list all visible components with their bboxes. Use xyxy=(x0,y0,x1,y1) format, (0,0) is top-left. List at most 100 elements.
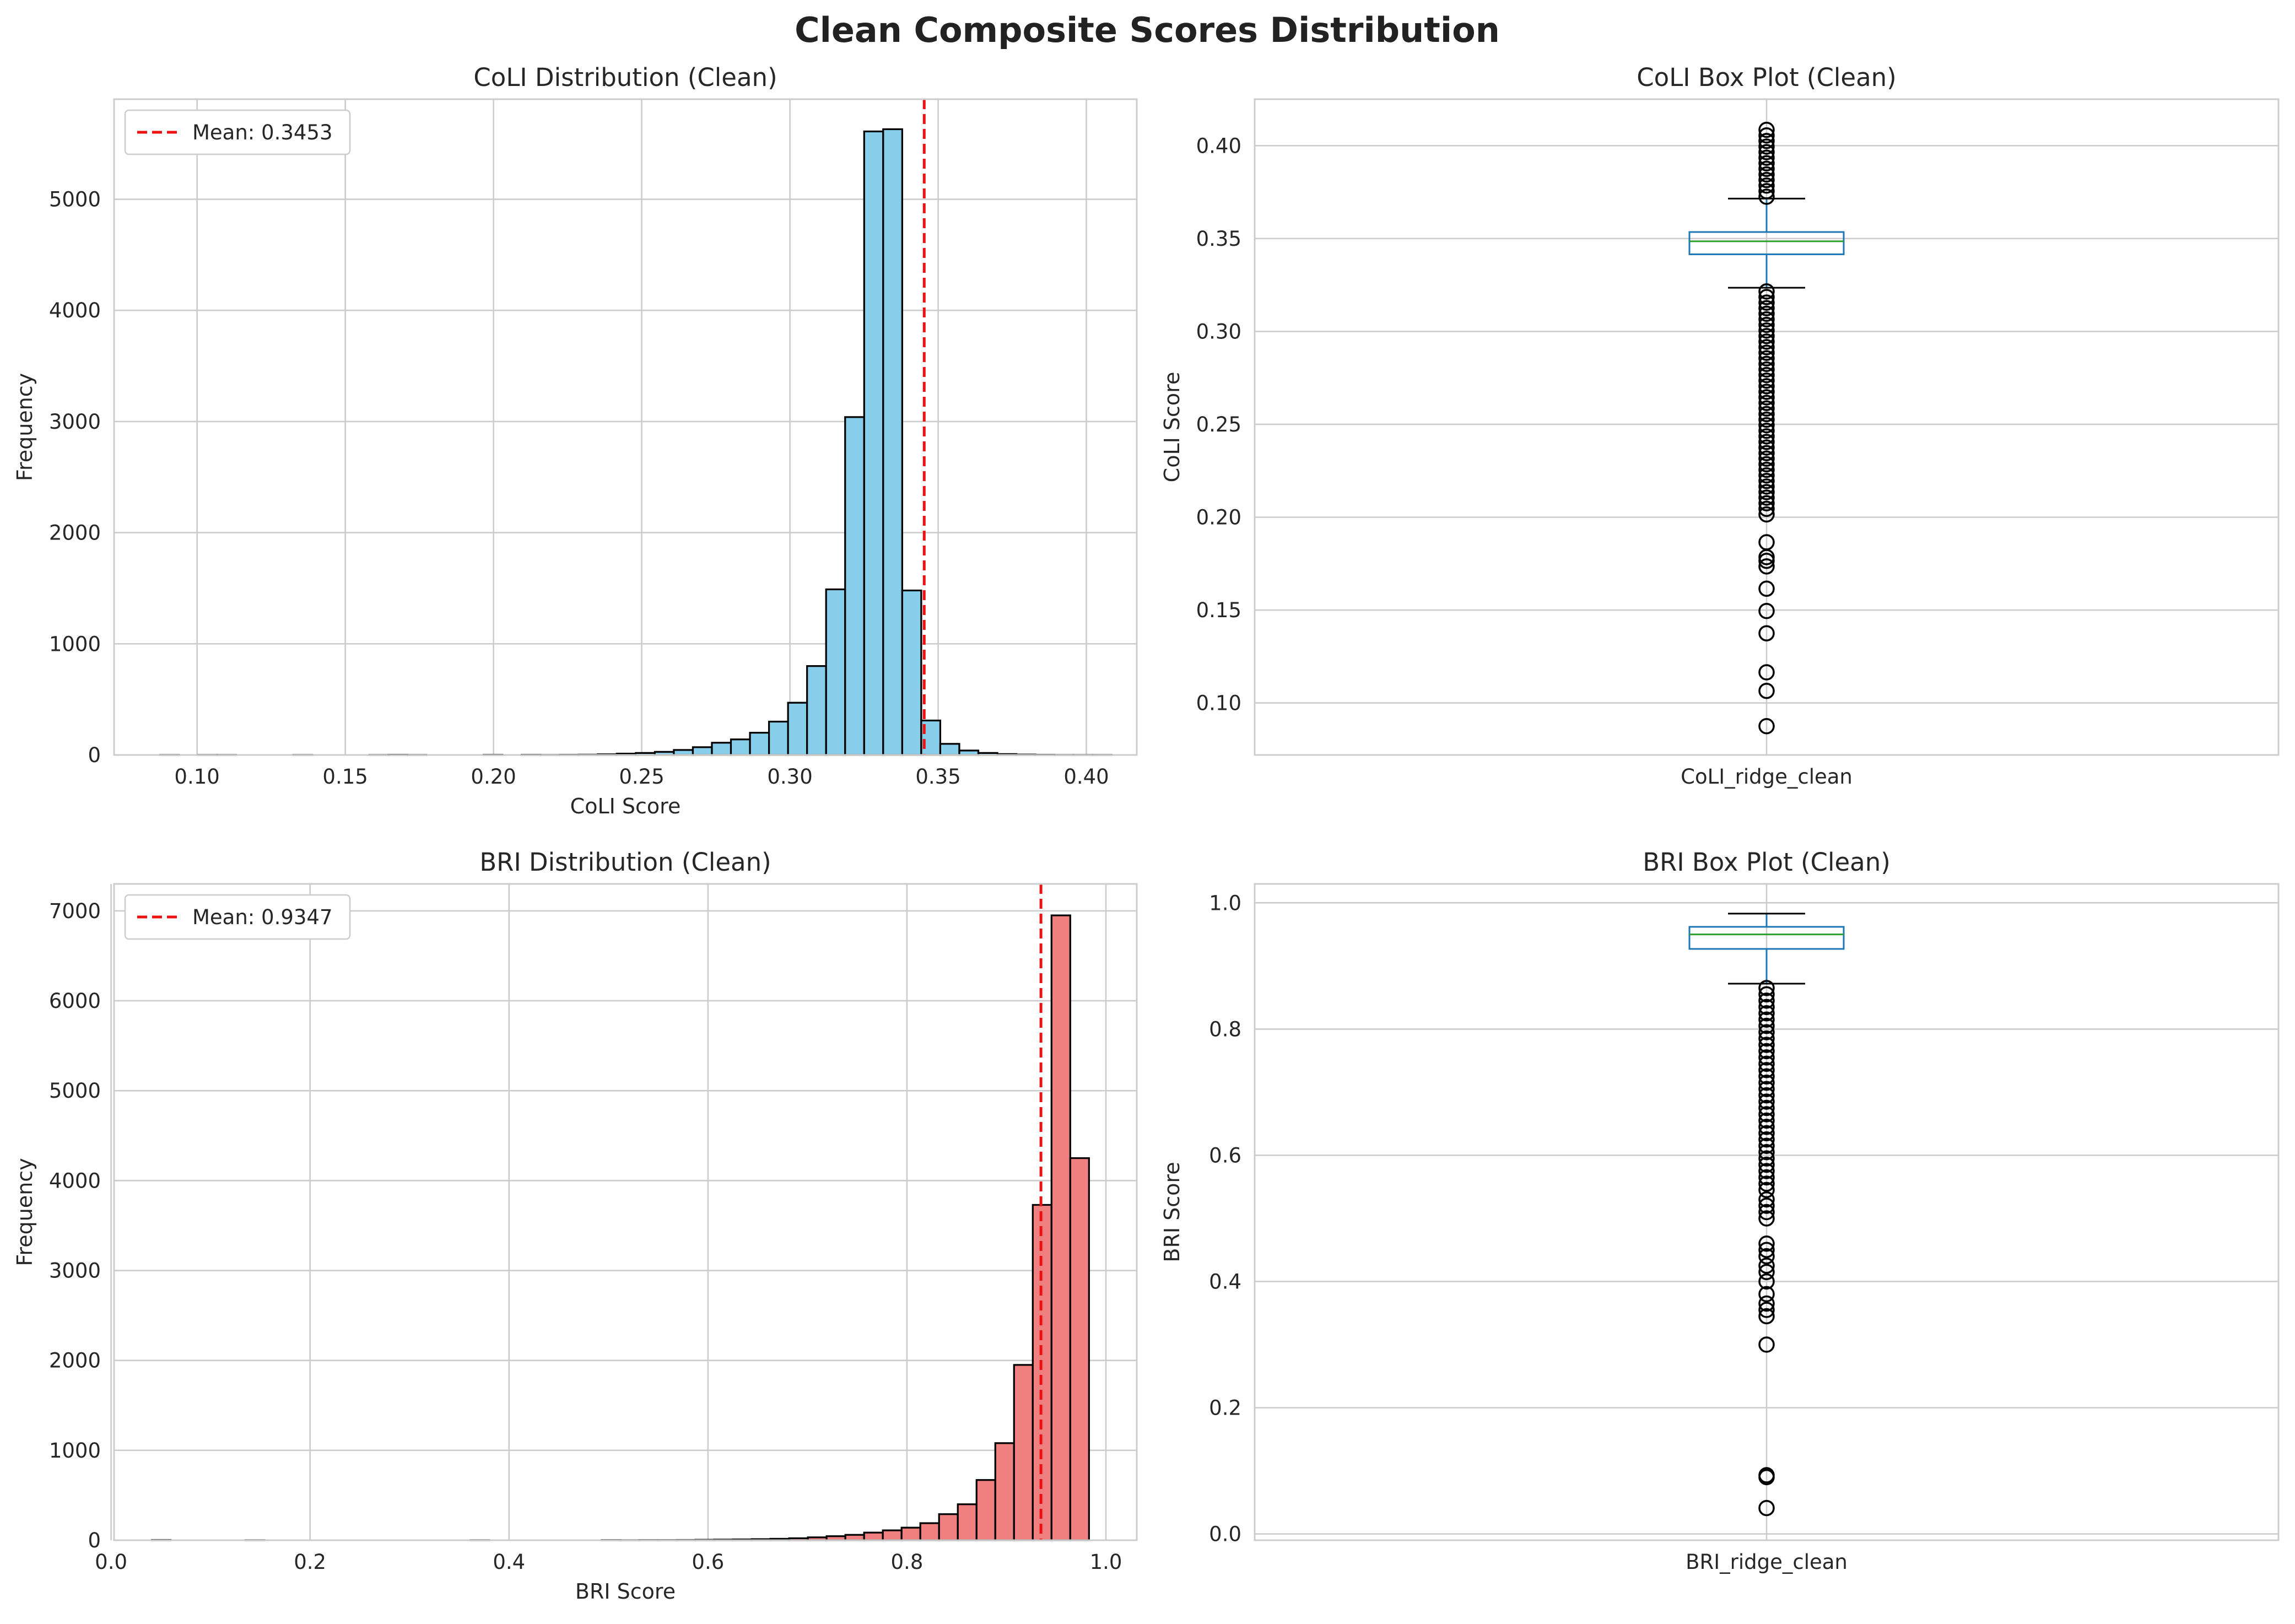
coli-boxplot-outlier-point xyxy=(1758,625,1775,641)
coli-histogram-panel: 0 1000 2000 3000 4000 5000 0.10 0.15 0.20 0.25 0.3… xyxy=(13,63,1138,818)
bri-boxplot-outlier-point xyxy=(1758,1467,1775,1483)
coli-boxplot-outlier-point xyxy=(1758,350,1775,367)
bri-histogram-xtick-label: 0.8 xyxy=(891,1550,924,1574)
coli-boxplot-outlier-point xyxy=(1758,171,1775,188)
bri-histogram-ytick-label: 2000 xyxy=(49,1349,101,1373)
coli-boxplot-outlier-point xyxy=(1758,580,1775,597)
coli-histogram-ytick-label: 4000 xyxy=(49,299,101,322)
bri-boxplot-outlier-point xyxy=(1758,1024,1775,1040)
bri-boxplot-ytick-label: 0.0 xyxy=(1209,1523,1241,1546)
coli-boxplot-outlier-point xyxy=(1758,133,1775,149)
bri-boxplot-ylabel: BRI Score xyxy=(1160,1162,1184,1262)
coli-boxplot-outlier-point xyxy=(1758,484,1775,500)
coli-boxplot-ytick-label: 0.40 xyxy=(1196,134,1241,158)
coli-histogram-xtick-label: 0.30 xyxy=(767,765,812,789)
bri-mean-legend-label: Mean: 0.9347 xyxy=(192,905,333,929)
bri-boxplot-outlier-point xyxy=(1758,1264,1775,1281)
bri-boxplot-ytick-label: 0.4 xyxy=(1209,1270,1241,1293)
coli-histogram-title: CoLI Distribution (Clean) xyxy=(473,63,777,92)
coli-boxplot-outlier-point xyxy=(1758,166,1775,183)
coli-boxplot-iqr-box xyxy=(1688,231,1845,255)
coli-boxplot-outlier-point xyxy=(1758,422,1775,439)
coli-boxplot-outlier-point xyxy=(1758,602,1775,619)
bri-boxplot-frame xyxy=(1254,883,2280,1541)
coli-boxplot-outlier-point xyxy=(1758,300,1775,316)
coli-boxplot-outlier-point xyxy=(1758,366,1775,384)
coli-histogram-bar xyxy=(901,589,922,756)
coli-boxplot-panel: 0.10 0.15 0.20 0.25 0.30 0.35 0.40 CoLI Box Pl… xyxy=(1160,63,2280,789)
bri-boxplot-outlier-point xyxy=(1758,999,1775,1016)
coli-mean-legend-label: Mean: 0.3453 xyxy=(192,121,333,144)
bri-boxplot-panel: 0.00.20.40.60.81.0 BRI Box Plot (Clean) … xyxy=(1160,848,2280,1574)
bri-histogram-ytick-label: 3000 xyxy=(49,1259,101,1283)
bri-boxplot-outlier-point xyxy=(1758,1017,1775,1034)
coli-boxplot-outlier-point xyxy=(1758,445,1775,461)
coli-histogram-ytick-label: 0 xyxy=(88,743,101,767)
coli-histogram-bar xyxy=(825,588,846,756)
bri-boxplot-ytick-label: 0.6 xyxy=(1209,1143,1241,1167)
coli-boxplot-outlier-point xyxy=(1758,361,1775,378)
bri-boxplot-outlier-point xyxy=(1758,1242,1775,1258)
bri-histogram-frame xyxy=(113,883,1138,1541)
coli-boxplot-outlier-point xyxy=(1758,177,1775,194)
bri-boxplot-outlier-point xyxy=(1758,1093,1775,1110)
coli-boxplot-outlier-point xyxy=(1758,439,1775,456)
bri-histogram-ytick-label: 0 xyxy=(88,1529,101,1552)
coli-boxplot-ytick-label: 0.30 xyxy=(1196,320,1241,343)
coli-boxplot-outlier-point xyxy=(1758,495,1775,511)
coli-histogram-xtick-label: 0.35 xyxy=(915,765,960,789)
bri-boxplot-outlier-point xyxy=(1758,1169,1775,1186)
bri-histogram-ytick-label: 7000 xyxy=(49,899,101,923)
bri-boxplot-outlier-point xyxy=(1758,1286,1775,1303)
coli-boxplot-outlier-point xyxy=(1758,305,1775,322)
bri-boxplot-outlier-point xyxy=(1758,1308,1775,1325)
coli-boxplot-outlier-point xyxy=(1758,149,1775,166)
coli-histogram-bar xyxy=(711,742,732,756)
coli-boxplot-outlier-point xyxy=(1758,138,1775,155)
bri-boxplot-outlier-point xyxy=(1758,1125,1775,1142)
coli-boxplot-outlier-point xyxy=(1758,389,1775,406)
bri-histogram-bar xyxy=(938,1513,959,1541)
coli-histogram-bar xyxy=(730,738,751,756)
coli-boxplot-outlier-point xyxy=(1758,395,1775,411)
coli-histogram-xtick-label: 0.10 xyxy=(174,765,219,789)
coli-boxplot-outlier-point xyxy=(1758,294,1775,311)
bri-boxplot-outlier-point xyxy=(1758,1074,1775,1091)
coli-boxplot-outlier-point xyxy=(1758,682,1775,699)
bri-boxplot-outlier-point xyxy=(1758,1030,1775,1047)
bri-boxplot-outlier-point xyxy=(1758,1302,1775,1318)
coli-boxplot-title: CoLI Box Plot (Clean) xyxy=(1637,63,1897,92)
coli-histogram-xtick-label: 0.25 xyxy=(619,765,664,789)
coli-boxplot-outlier-point xyxy=(1758,328,1775,344)
coli-boxplot-outlier-point xyxy=(1758,155,1775,172)
coli-histogram-xtick-label: 0.20 xyxy=(471,765,516,789)
bri-boxplot-outlier-point xyxy=(1758,1181,1775,1199)
bri-histogram-xlabel: BRI Score xyxy=(575,1579,676,1604)
coli-histogram-bar xyxy=(806,665,827,756)
bri-histogram-bar xyxy=(1032,1204,1052,1541)
coli-boxplot-outlier-point xyxy=(1758,434,1775,450)
bri-boxplot-outlier-point xyxy=(1758,1062,1775,1078)
coli-boxplot-ytick-label: 0.15 xyxy=(1196,598,1241,622)
bri-boxplot-outlier-point xyxy=(1758,1156,1775,1173)
bri-boxplot-outlier-point xyxy=(1758,1295,1775,1312)
bri-histogram-bar xyxy=(900,1526,921,1541)
coli-histogram-bar xyxy=(749,732,770,756)
bri-boxplot-outlier-point xyxy=(1758,1112,1775,1129)
bri-boxplot-outlier-point xyxy=(1758,1163,1775,1179)
bri-boxplot-ytick-label: 0.8 xyxy=(1209,1017,1241,1041)
coli-boxplot-category-label: CoLI_ridge_clean xyxy=(1681,765,1853,789)
bri-histogram-panel: 0 1000 2000 3000 4000 5000 6000 7000 0.0 0.2 0.4 0.… xyxy=(13,848,1138,1604)
bri-boxplot-outlier-point xyxy=(1758,1119,1775,1135)
bri-boxplot-outlier-point xyxy=(1758,1037,1775,1053)
bri-boxplot-outlier-point xyxy=(1758,1011,1775,1028)
coli-boxplot-outlier-point xyxy=(1758,188,1775,205)
bri-boxplot-outlier-point xyxy=(1758,1043,1775,1060)
bri-boxplot-outlier-point xyxy=(1758,1210,1775,1227)
coli-boxplot-outlier-point xyxy=(1758,283,1775,300)
coli-boxplot-outlier-point xyxy=(1758,558,1775,575)
bri-histogram-bar xyxy=(919,1522,940,1541)
bri-histogram-ylabel: Frequency xyxy=(13,1158,37,1266)
coli-boxplot-outlier-point xyxy=(1758,339,1775,355)
